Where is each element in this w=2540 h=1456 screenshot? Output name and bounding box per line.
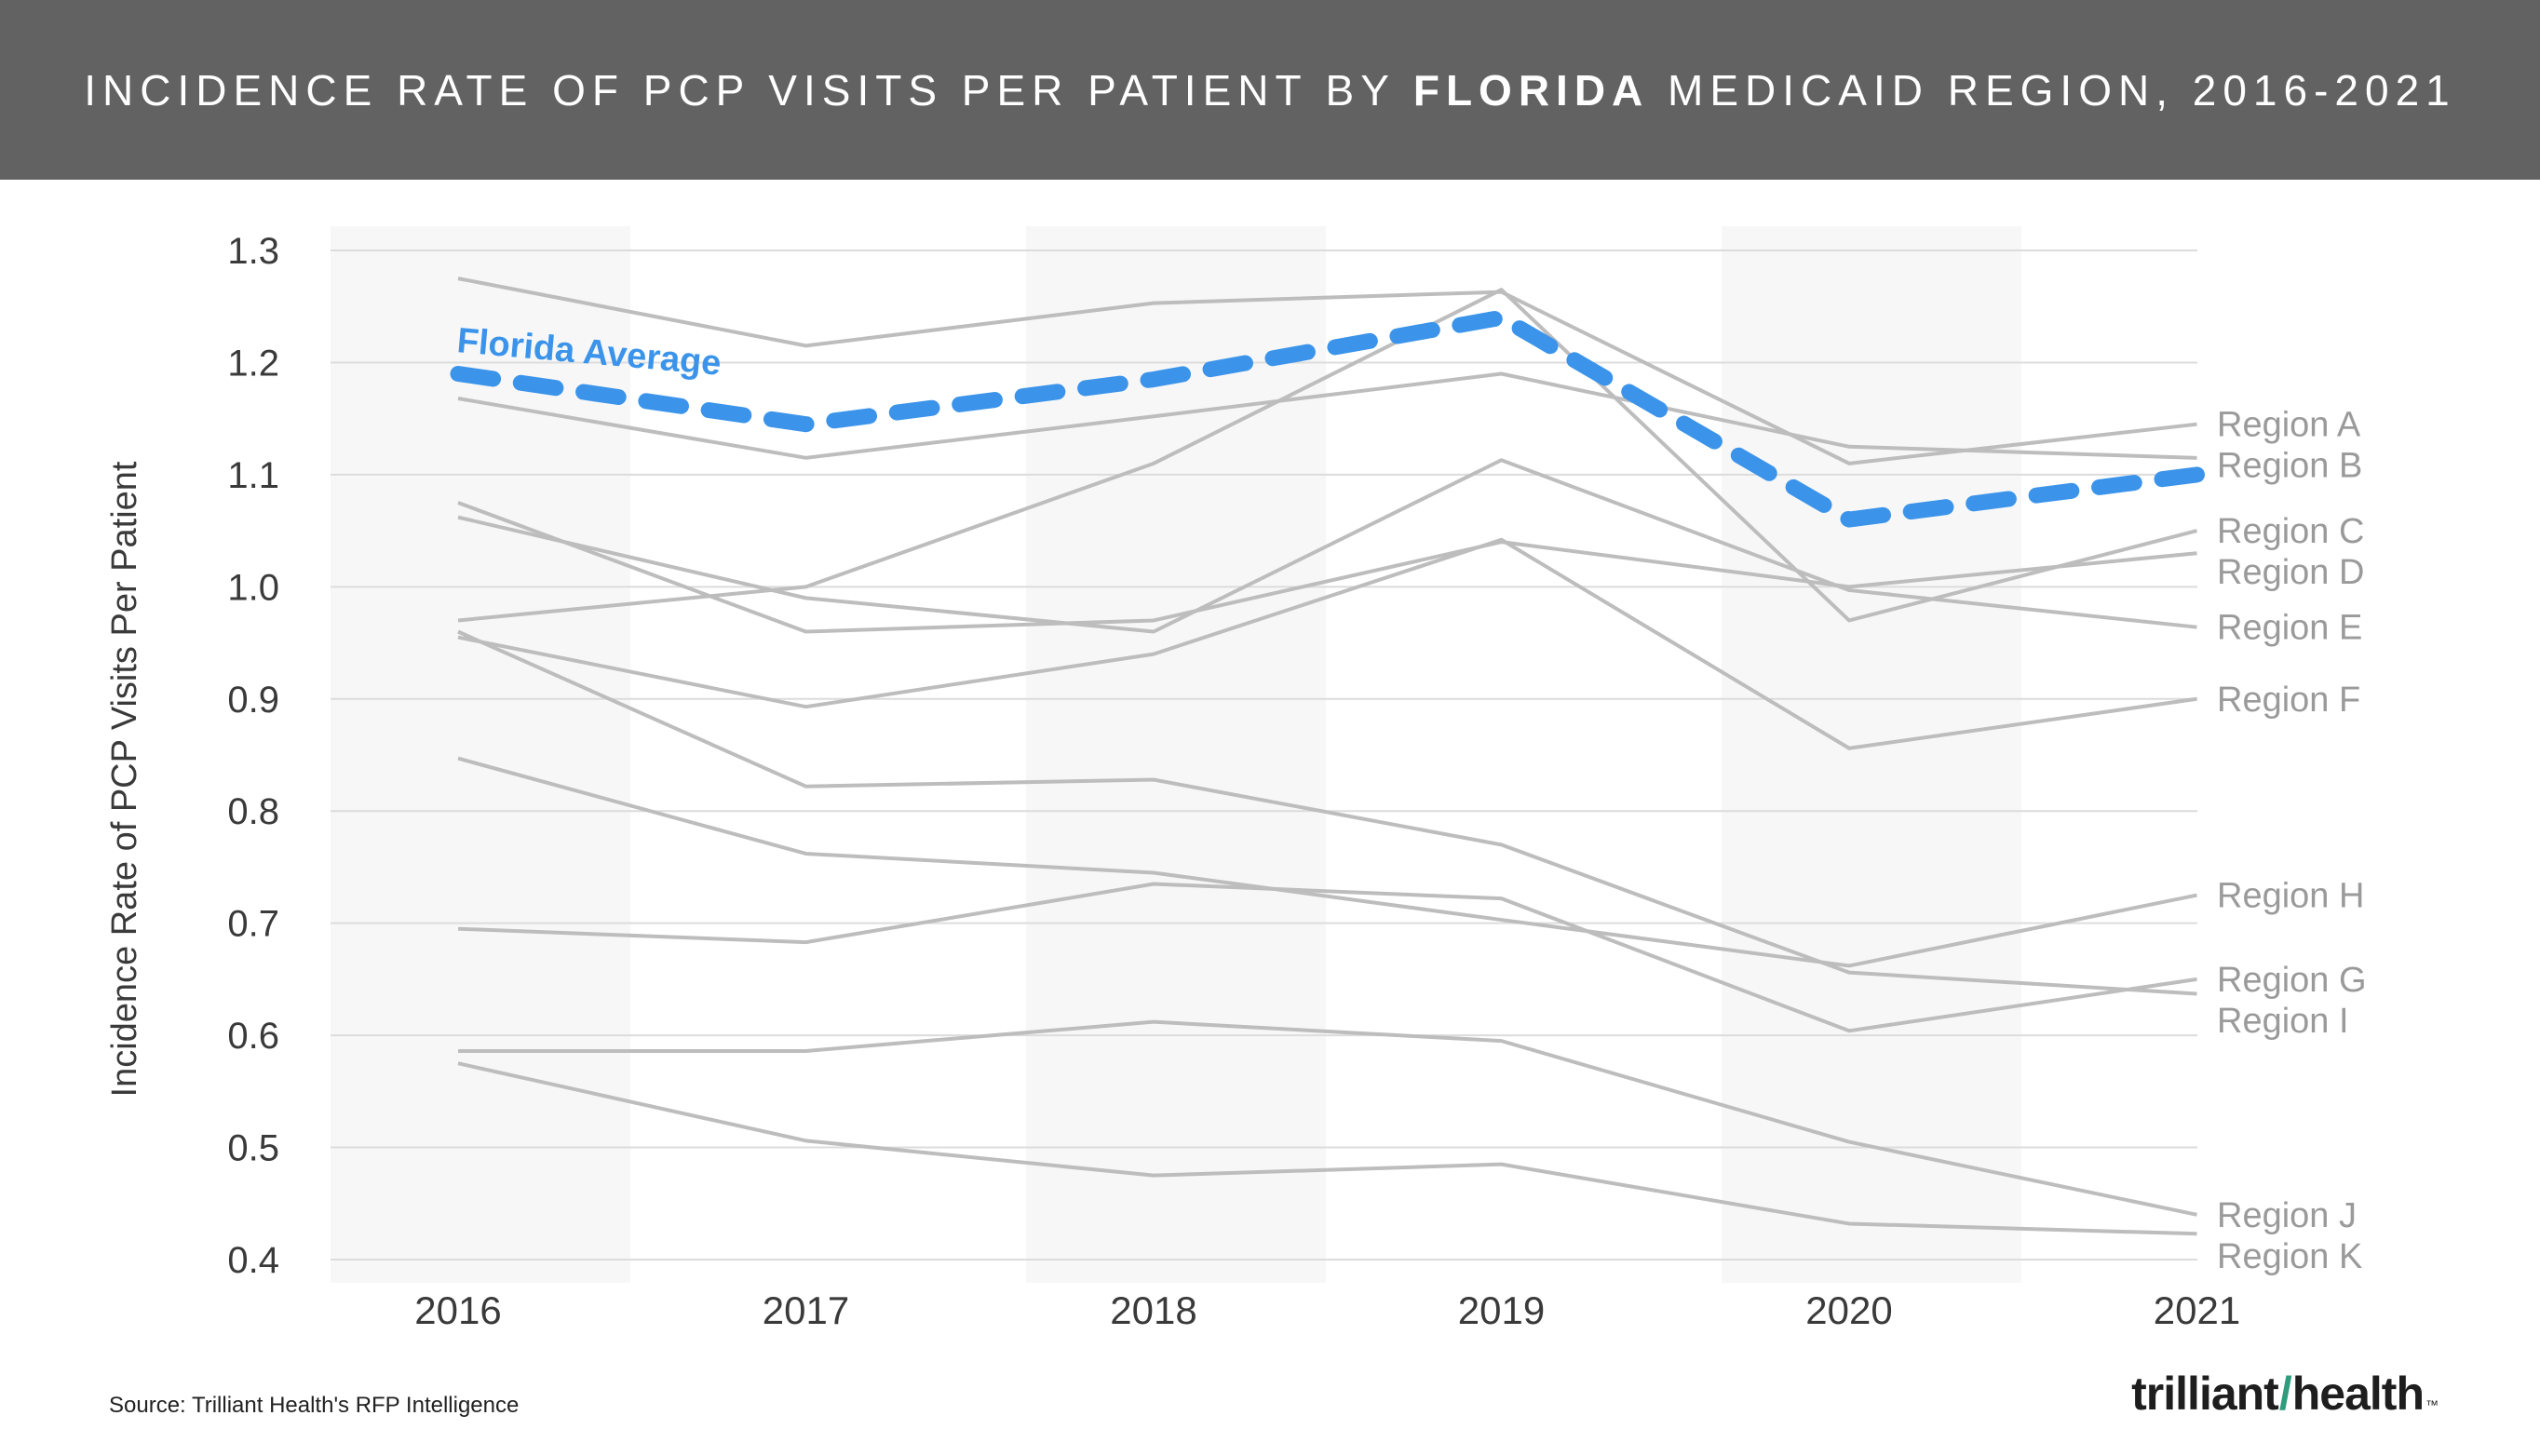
y-tick-label: 0.9 <box>227 680 279 721</box>
y-axis-label: Incidence Rate of PCP Visits Per Patient <box>105 461 144 1097</box>
region-label-region-h: Region H <box>2217 877 2364 916</box>
y-tick-label: 1.3 <box>227 231 279 272</box>
logo-slash-icon: / <box>2278 1368 2292 1420</box>
x-tick-label: 2020 <box>1805 1288 1892 1332</box>
trilliant-health-logo: trilliant / health ™ <box>2131 1368 2439 1420</box>
y-tick-label: 1.2 <box>227 343 279 384</box>
region-label-region-c: Region C <box>2217 512 2364 551</box>
y-tick-label: 0.4 <box>227 1240 279 1281</box>
x-tick-label: 2016 <box>414 1288 501 1332</box>
region-series <box>457 276 2197 1236</box>
region-label-region-j: Region J <box>2217 1196 2357 1235</box>
y-tick-label: 0.7 <box>227 904 279 945</box>
x-axis-ticks: 2016 2017 2018 2019 2020 2021 <box>414 1288 2240 1332</box>
region-label-region-f: Region F <box>2217 681 2360 720</box>
region-label-region-e: Region E <box>2217 609 2362 648</box>
florida-average-line <box>450 309 2205 528</box>
region-label-region-d: Region D <box>2217 553 2364 592</box>
x-tick-label: 2019 <box>1458 1288 1545 1332</box>
x-tick-label: 2021 <box>2154 1288 2240 1332</box>
series-line-region-c <box>457 288 2197 623</box>
series-line-region-i <box>457 629 2197 996</box>
series-line-region-e <box>457 458 2197 634</box>
series-line-region-a <box>457 276 2197 465</box>
y-axis-ticks: 1.3 1.2 1.1 1.0 0.9 0.8 0.7 0.6 0.5 0.4 <box>227 231 279 1281</box>
title-bar: INCIDENCE RATE OF PCP VISITS PER PATIENT… <box>0 0 2540 180</box>
region-label-region-i: Region I <box>2217 1002 2349 1041</box>
y-tick-label: 1.1 <box>227 455 279 496</box>
series-line-region-d <box>457 501 2197 634</box>
band-2018 <box>1026 226 1326 1283</box>
y-tick-label: 0.5 <box>227 1128 279 1169</box>
y-tick-label: 0.6 <box>227 1016 279 1057</box>
series-line-region-k <box>457 1061 2197 1236</box>
series-line-region-f <box>457 537 2197 750</box>
series-line-region-h <box>457 756 2197 968</box>
band-2020 <box>1722 226 2021 1283</box>
region-label-region-k: Region K <box>2217 1237 2362 1276</box>
gridlines <box>331 249 2197 1261</box>
y-tick-label: 1.0 <box>227 567 279 608</box>
series-line-region-j <box>458 1019 2197 1217</box>
chart-title: INCIDENCE RATE OF PCP VISITS PER PATIENT… <box>84 65 2456 115</box>
region-label-region-g: Region G <box>2217 961 2367 1000</box>
series-line-region-g <box>457 882 2197 1033</box>
y-tick-label: 0.8 <box>227 791 279 832</box>
source-note: Source: Trilliant Health's RFP Intellige… <box>109 1393 520 1418</box>
region-label-region-a: Region A <box>2217 406 2361 445</box>
series-line-region-b <box>457 371 2197 460</box>
x-tick-label: 2018 <box>1110 1288 1196 1332</box>
region-label-region-b: Region B <box>2217 447 2362 486</box>
x-tick-label: 2017 <box>763 1288 849 1332</box>
